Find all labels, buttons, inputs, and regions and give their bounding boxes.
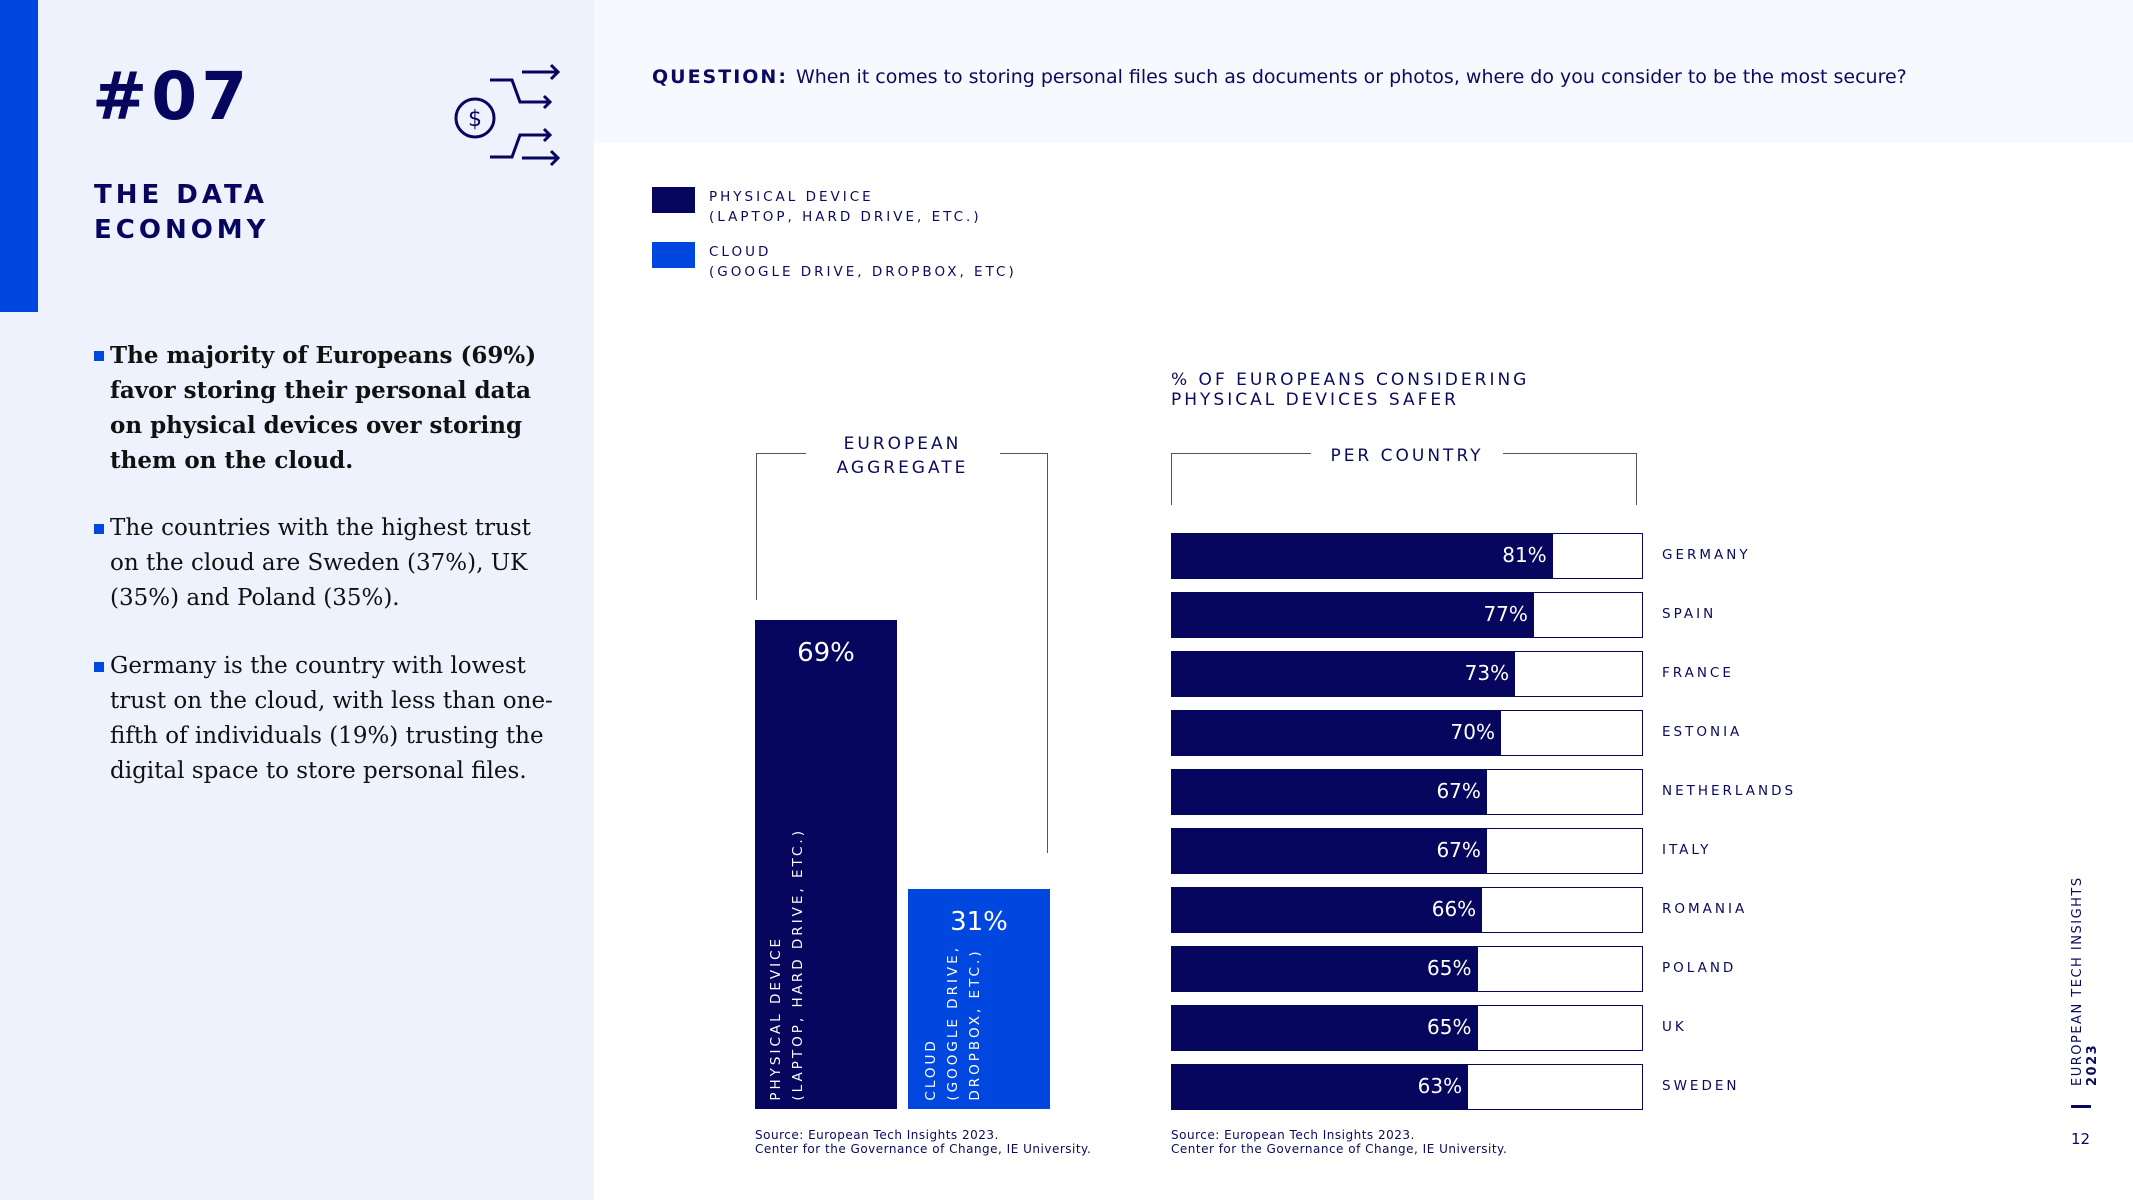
finding: Germany is the country with lowest trust… xyxy=(94,649,554,789)
country-bar: 67% xyxy=(1171,828,1643,874)
title-line: THE DATA xyxy=(94,180,268,210)
bracket-top xyxy=(756,453,806,454)
money-flow-icon: $ xyxy=(454,63,560,167)
bar-value: 67% xyxy=(1436,779,1481,803)
country-bar: 81% xyxy=(1171,533,1643,579)
country-label: UK xyxy=(1662,1019,1687,1035)
chart-title: EUROPEAN xyxy=(843,434,962,454)
bar-value: 65% xyxy=(1427,1015,1472,1039)
chart-subtitle: PER COUNTRY xyxy=(1330,446,1484,466)
country-label: POLAND xyxy=(1662,960,1737,976)
aggregate-bar: 69% PHYSICAL DEVICE (LAPTOP, HARD DRIVE, … xyxy=(755,619,897,1109)
legend-sublabel: (LAPTOP, HARD DRIVE, ETC.) xyxy=(709,209,982,225)
bar-fill: 65% xyxy=(1172,1006,1478,1050)
country-bar: 67% xyxy=(1171,769,1643,815)
bar-fill: 67% xyxy=(1172,829,1487,873)
bar-value: 63% xyxy=(1417,1074,1463,1098)
country-bar: 65% xyxy=(1171,946,1643,992)
left-panel xyxy=(0,0,594,1200)
source-line: Center for the Governance of Change, IE … xyxy=(1171,1142,1508,1156)
title-line: ECONOMY xyxy=(94,215,270,245)
bar-fill: 77% xyxy=(1172,593,1534,637)
country-label: ESTONIA xyxy=(1662,724,1743,740)
bar-fill: 67% xyxy=(1172,770,1487,814)
source-note: Source: European Tech Insights 2023. Cent… xyxy=(1171,1128,1507,1156)
legend-sublabel: (GOOGLE DRIVE, DROPBOX, ETC) xyxy=(709,264,1017,280)
report-name: EUROPEAN TECH INSIGHTS 2023 xyxy=(2070,830,2100,1086)
bar-fill: 63% xyxy=(1172,1065,1469,1109)
question-label: QUESTION: xyxy=(652,66,788,88)
bracket xyxy=(1171,453,1637,505)
bracket-top xyxy=(1503,453,1637,454)
bar-value: 65% xyxy=(1427,956,1472,980)
bar-fill: 81% xyxy=(1172,534,1553,578)
aggregate-bar: 31% CLOUD (GOOGLE DRIVE, DROPBOX, ETC.) xyxy=(908,889,1050,1109)
question-text: When it comes to storing personal files … xyxy=(795,66,1907,88)
country-label: ROMANIA xyxy=(1662,901,1748,917)
svg-text:$: $ xyxy=(468,107,482,132)
section-number: #07 xyxy=(92,58,252,135)
bar-value: 70% xyxy=(1450,720,1495,744)
footer-divider xyxy=(2071,1105,2091,1108)
page-number: 12 xyxy=(2071,1130,2091,1148)
bracket-right xyxy=(1000,453,1048,853)
legend-label: CLOUD xyxy=(709,244,772,260)
bar-value: 77% xyxy=(1483,602,1528,626)
source-line: Center for the Governance of Change, IE … xyxy=(755,1142,1092,1156)
bar-value: 81% xyxy=(1502,543,1547,567)
country-bar: 70% xyxy=(1171,710,1643,756)
source-note: Source: European Tech Insights 2023. Cent… xyxy=(755,1128,1091,1156)
bar-value: 69% xyxy=(797,637,855,668)
bar-value: 66% xyxy=(1431,897,1477,921)
report-year: 2023 xyxy=(2085,1043,2100,1086)
bar-fill: 70% xyxy=(1172,711,1501,755)
chart-title: AGGREGATE xyxy=(836,458,969,478)
bar-value: 31% xyxy=(950,907,1008,938)
aggregate-title: EUROPEAN AGGREGATE xyxy=(800,432,1005,480)
legend-swatch xyxy=(652,187,695,213)
accent-stripe xyxy=(0,0,38,312)
country-bar: 65% xyxy=(1171,1005,1643,1051)
country-label: GERMANY xyxy=(1662,547,1751,563)
country-label: NETHERLANDS xyxy=(1662,783,1797,799)
country-bar: 66% xyxy=(1171,887,1643,933)
bar-label: PHYSICAL DEVICE (LAPTOP, HARD DRIVE, ETC.… xyxy=(768,828,806,1101)
bar-fill: 66% xyxy=(1172,888,1483,932)
country-chart-title: % OF EUROPEANS CONSIDERING PHYSICAL DEVIC… xyxy=(1171,370,1529,410)
bracket-top xyxy=(1171,453,1311,454)
bracket-left xyxy=(756,453,762,600)
section-title: THE DATA ECONOMY xyxy=(94,178,270,248)
legend-swatch xyxy=(652,242,695,268)
bar-label: CLOUD (GOOGLE DRIVE, DROPBOX, ETC.) xyxy=(923,945,983,1101)
legend-physical: PHYSICAL DEVICE (LAPTOP, HARD DRIVE, ETC.… xyxy=(652,187,982,227)
finding: The countries with the highest trust on … xyxy=(94,511,554,616)
source-line: Source: European Tech Insights 2023. xyxy=(755,1128,999,1142)
country-bar: 77% xyxy=(1171,592,1643,638)
bar-fill: 73% xyxy=(1172,652,1516,696)
legend-label: PHYSICAL DEVICE xyxy=(709,189,874,205)
country-label: SWEDEN xyxy=(1662,1078,1740,1094)
question-band xyxy=(594,0,2133,143)
bar-value: 73% xyxy=(1464,661,1510,685)
country-label: FRANCE xyxy=(1662,665,1734,681)
legend-cloud: CLOUD (GOOGLE DRIVE, DROPBOX, ETC) xyxy=(652,242,1017,282)
country-bar: 73% xyxy=(1171,651,1643,697)
chart-title: % OF EUROPEANS CONSIDERING xyxy=(1171,370,1530,390)
survey-question: QUESTION: When it comes to storing person… xyxy=(652,66,1907,88)
country-label: ITALY xyxy=(1662,842,1712,858)
key-findings: The majority of Europeans (69%) favor st… xyxy=(94,338,554,822)
source-line: Source: European Tech Insights 2023. xyxy=(1171,1128,1415,1142)
country-bar: 63% xyxy=(1171,1064,1643,1110)
chart-title: PHYSICAL DEVICES SAFER xyxy=(1171,390,1459,410)
report-title: EUROPEAN TECH INSIGHTS xyxy=(2070,876,2085,1086)
country-label: SPAIN xyxy=(1662,606,1717,622)
bar-fill: 65% xyxy=(1172,947,1478,991)
bar-value: 67% xyxy=(1436,838,1481,862)
finding: The majority of Europeans (69%) favor st… xyxy=(94,338,554,478)
